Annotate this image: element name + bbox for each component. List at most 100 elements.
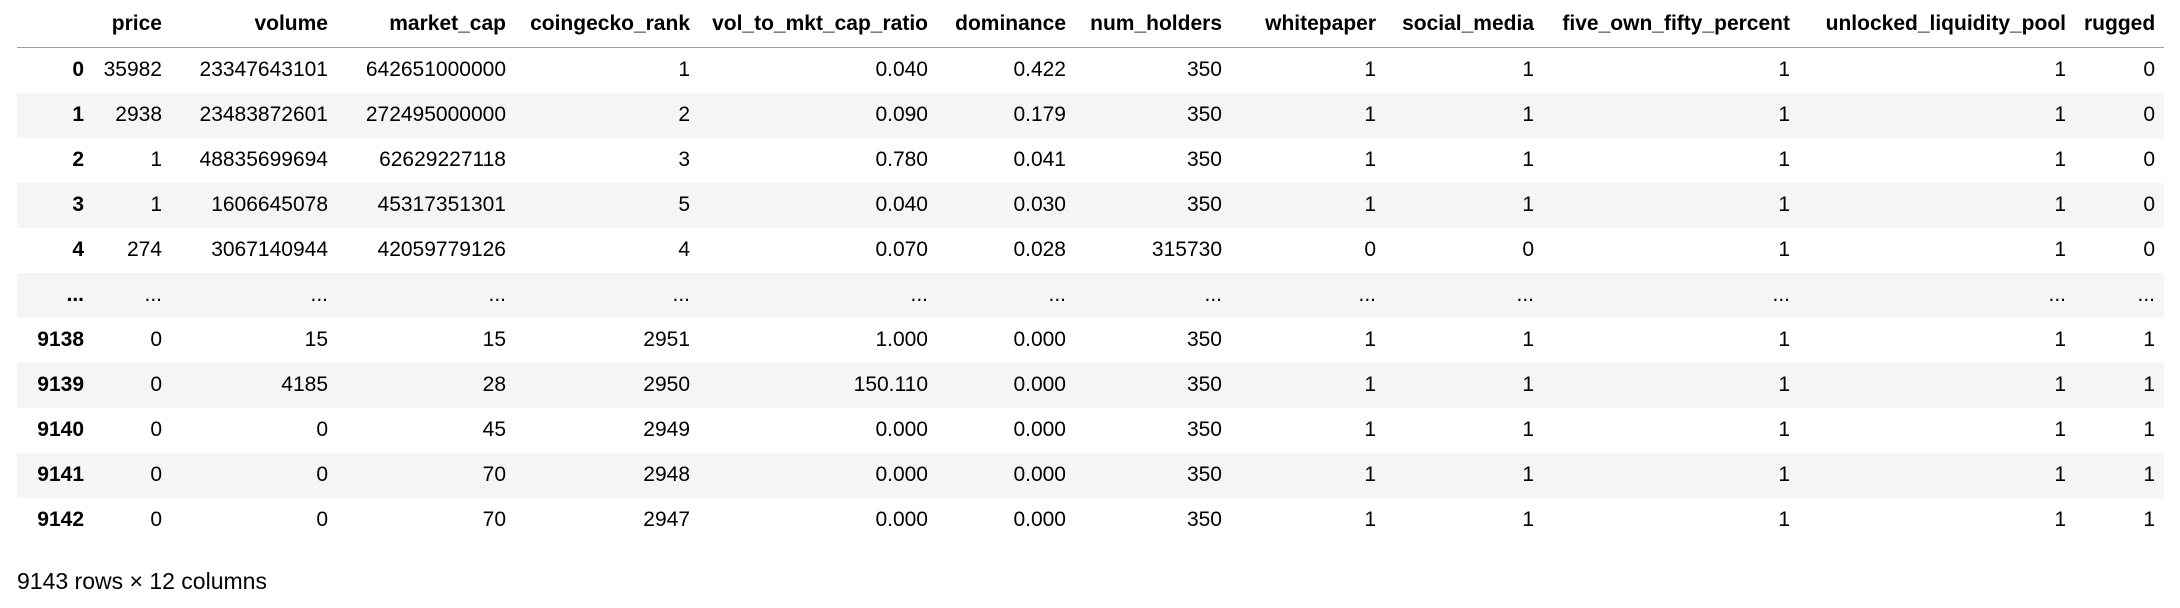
row-index: 0 bbox=[72, 58, 84, 82]
table-cell: ... bbox=[488, 283, 506, 306]
table-cell: 2950 bbox=[643, 373, 690, 396]
table-cell: ... bbox=[2137, 283, 2155, 306]
table-cell: 1 bbox=[1778, 328, 1790, 351]
column-header-coingecko-rank: coingecko_rank bbox=[515, 0, 699, 48]
table-cell: 1 bbox=[1522, 103, 1534, 126]
table-cell: 1 bbox=[1522, 328, 1534, 351]
table-cell: 0.040 bbox=[875, 193, 928, 216]
table-cell: 1 bbox=[1364, 328, 1376, 351]
table-cell: 1 bbox=[2054, 463, 2066, 486]
column-header-five-own-fifty-percent: five_own_fifty_percent bbox=[1543, 0, 1799, 48]
row-index: 3 bbox=[72, 193, 84, 216]
table-row: 9140 0 0 45 2949 0.000 0.000 350 1 1 1 1 1 bbox=[17, 408, 2164, 453]
table-cell: 2951 bbox=[643, 328, 690, 351]
table-cell: 0 bbox=[150, 418, 162, 441]
table-cell: 3067140944 bbox=[211, 238, 328, 261]
table-cell: 48835699694 bbox=[199, 148, 328, 171]
table-cell: 1 bbox=[1364, 508, 1376, 531]
row-index: 2 bbox=[72, 148, 84, 171]
column-header-unlocked-liquidity-pool: unlocked_liquidity_pool bbox=[1799, 0, 2075, 48]
row-index: 9139 bbox=[37, 373, 84, 396]
table-row: 9138 0 15 15 2951 1.000 0.000 350 1 1 1 1 1 bbox=[17, 318, 2164, 363]
table-cell: ... bbox=[2048, 283, 2066, 306]
table-cell: 0.041 bbox=[1013, 148, 1066, 171]
table-cell: 15 bbox=[482, 328, 506, 351]
table-cell: 0 bbox=[2143, 193, 2155, 216]
table-cell: 0 bbox=[150, 328, 162, 351]
table-cell: 0 bbox=[150, 373, 162, 396]
table-cell: 2949 bbox=[643, 418, 690, 441]
table-cell: 1 bbox=[1778, 418, 1790, 441]
row-index: ... bbox=[66, 283, 84, 306]
table-cell: 0 bbox=[150, 463, 162, 486]
table-cell: 1 bbox=[1522, 463, 1534, 486]
table-row: 2 1 48835699694 62629227118 3 0.780 0.041 350 1 1… bbox=[17, 138, 2164, 183]
table-cell: 1 bbox=[1364, 193, 1376, 216]
table-cell: ... bbox=[1516, 283, 1534, 306]
table-cell: 23347643101 bbox=[199, 58, 328, 82]
table-cell: 350 bbox=[1186, 58, 1222, 82]
table-cell: 5 bbox=[678, 193, 690, 216]
row-index: 1 bbox=[72, 103, 84, 126]
table-cell: 4 bbox=[678, 238, 690, 261]
table-cell: 0.000 bbox=[1013, 463, 1066, 486]
header-row: price volume market_cap coingecko_rank v… bbox=[17, 0, 2164, 48]
table-cell: 2947 bbox=[643, 508, 690, 531]
column-header-rugged: rugged bbox=[2075, 0, 2164, 48]
table-cell: 0 bbox=[2143, 103, 2155, 126]
table-cell: 0.000 bbox=[875, 508, 928, 531]
table-cell: 1 bbox=[1778, 148, 1790, 171]
table-cell: 1 bbox=[2054, 193, 2066, 216]
table-cell: 1 bbox=[2143, 328, 2155, 351]
table-cell: 350 bbox=[1186, 148, 1222, 171]
table-cell: 1 bbox=[2054, 508, 2066, 531]
table-cell: 1 bbox=[2143, 463, 2155, 486]
dataframe-shape-summary: 9143 rows × 12 columns bbox=[17, 568, 267, 594]
row-index: 9141 bbox=[37, 463, 84, 486]
table-row: 4 274 3067140944 42059779126 4 0.070 0.028 3157… bbox=[17, 228, 2164, 273]
column-header-volume: volume bbox=[171, 0, 337, 48]
table-cell: 1 bbox=[2143, 373, 2155, 396]
table-cell: 0.000 bbox=[1013, 328, 1066, 351]
table-cell: 1 bbox=[150, 193, 162, 216]
column-header-price: price bbox=[93, 0, 171, 48]
table-cell: 0.000 bbox=[875, 418, 928, 441]
table-cell: 1 bbox=[1778, 508, 1790, 531]
table-cell: 1 bbox=[150, 148, 162, 171]
dataframe-output: price volume market_cap coingecko_rank v… bbox=[17, 0, 2164, 543]
table-cell: 0.000 bbox=[1013, 508, 1066, 531]
column-header-social-media: social_media bbox=[1385, 0, 1543, 48]
table-cell: 0 bbox=[316, 418, 328, 441]
table-cell: 1 bbox=[2054, 328, 2066, 351]
table-cell: 315730 bbox=[1151, 238, 1222, 261]
table-cell: 0.028 bbox=[1013, 238, 1066, 261]
table-cell: 0 bbox=[316, 463, 328, 486]
table-cell: 45 bbox=[482, 418, 506, 441]
table-cell: 350 bbox=[1186, 193, 1222, 216]
table-cell: ... bbox=[672, 283, 690, 306]
table-cell: 0.000 bbox=[1013, 373, 1066, 396]
table-cell: 1 bbox=[1364, 58, 1376, 82]
table-cell: ... bbox=[1048, 283, 1066, 306]
table-cell: 42059779126 bbox=[377, 238, 506, 261]
table-cell: 1 bbox=[1778, 103, 1790, 126]
table-cell: 0.030 bbox=[1013, 193, 1066, 216]
table-cell: 0 bbox=[2143, 238, 2155, 261]
table-cell: 3 bbox=[678, 148, 690, 171]
table-cell: 1 bbox=[2143, 418, 2155, 441]
table-cell: 45317351301 bbox=[377, 193, 506, 216]
table-cell: 1 bbox=[678, 58, 690, 82]
table-cell: 0 bbox=[1364, 238, 1376, 261]
table-cell: 1 bbox=[1522, 58, 1534, 82]
table-cell: 0.000 bbox=[875, 463, 928, 486]
column-header-vol-to-mkt-cap-ratio: vol_to_mkt_cap_ratio bbox=[699, 0, 937, 48]
table-cell: 350 bbox=[1186, 373, 1222, 396]
table-cell: 1 bbox=[2054, 418, 2066, 441]
table-body: 0 35982 23347643101 642651000000 1 0.040 0.422… bbox=[17, 48, 2164, 543]
row-index: 9142 bbox=[37, 508, 84, 531]
table-cell: 70 bbox=[482, 463, 506, 486]
table-cell: 350 bbox=[1186, 508, 1222, 531]
table-cell: 1 bbox=[1522, 418, 1534, 441]
table-row: 9141 0 0 70 2948 0.000 0.000 350 1 1 1 1 1 bbox=[17, 452, 2164, 498]
table-cell: 0 bbox=[316, 508, 328, 531]
